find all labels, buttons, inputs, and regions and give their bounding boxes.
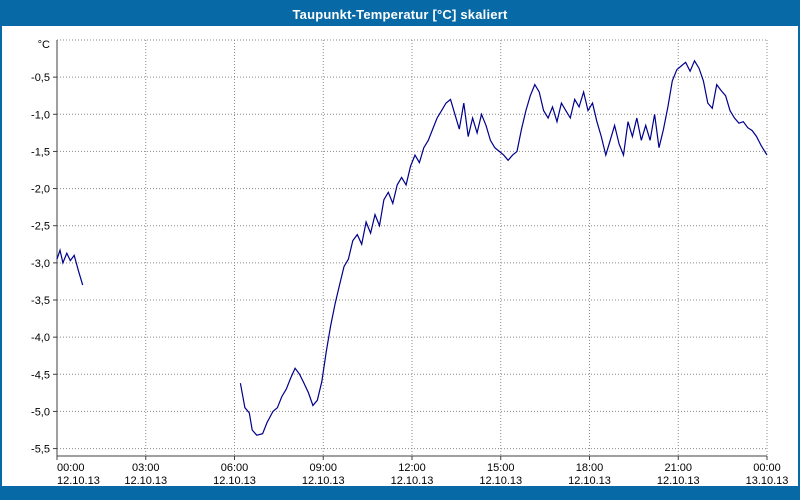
svg-text:-4,5: -4,5 [31, 369, 50, 381]
svg-text:-2,5: -2,5 [31, 221, 50, 233]
svg-text:-3,0: -3,0 [31, 258, 50, 270]
svg-text:-2,0: -2,0 [31, 184, 50, 196]
svg-text:12.10.13: 12.10.13 [568, 475, 611, 486]
svg-text:13.10.13: 13.10.13 [746, 475, 789, 486]
svg-text:-1,5: -1,5 [31, 146, 50, 158]
svg-text:12.10.13: 12.10.13 [57, 475, 100, 486]
title-bar: Taupunkt-Temperatur [°C] skaliert [2, 2, 798, 26]
chart-area: -0,5 -1,0 -1,5 -2,0 -2,5 -3,0 -3,5 -4,0 -4,5 -5,0… [2, 26, 798, 486]
svg-text:06:00: 06:00 [221, 462, 249, 474]
svg-text:09:00: 09:00 [309, 462, 337, 474]
svg-text:00:00: 00:00 [753, 462, 781, 474]
svg-text:12.10.13: 12.10.13 [302, 475, 345, 486]
svg-text:18:00: 18:00 [576, 462, 604, 474]
svg-text:12.10.13: 12.10.13 [391, 475, 434, 486]
axes [53, 40, 768, 460]
svg-text:-0,5: -0,5 [31, 72, 50, 84]
svg-text:21:00: 21:00 [664, 462, 692, 474]
gridlines [56, 39, 768, 456]
svg-text:12.10.13: 12.10.13 [124, 475, 167, 486]
svg-text:03:00: 03:00 [132, 462, 160, 474]
series-line [56, 59, 768, 436]
svg-text:-5,5: -5,5 [31, 444, 50, 456]
svg-text:-3,5: -3,5 [31, 295, 50, 307]
svg-text:12.10.13: 12.10.13 [479, 475, 522, 486]
axis-labels: -0,5 -1,0 -1,5 -2,0 -2,5 -3,0 -3,5 -4,0 -4,5 -5,0… [31, 39, 788, 486]
svg-text:-4,0: -4,0 [31, 332, 50, 344]
bottom-bar [2, 486, 798, 498]
svg-text:00:00: 00:00 [57, 462, 85, 474]
svg-text:12:00: 12:00 [398, 462, 426, 474]
svg-text:12.10.13: 12.10.13 [657, 475, 700, 486]
svg-text:-1,0: -1,0 [31, 109, 50, 121]
svg-text:12.10.13: 12.10.13 [213, 475, 256, 486]
chart-svg: -0,5 -1,0 -1,5 -2,0 -2,5 -3,0 -3,5 -4,0 -4,5 -5,0… [31, 39, 788, 486]
svg-text:15:00: 15:00 [487, 462, 515, 474]
svg-text:-5,0: -5,0 [31, 406, 50, 418]
y-axis-unit: °C [38, 39, 50, 51]
chart-title: Taupunkt-Temperatur [°C] skaliert [292, 6, 508, 22]
